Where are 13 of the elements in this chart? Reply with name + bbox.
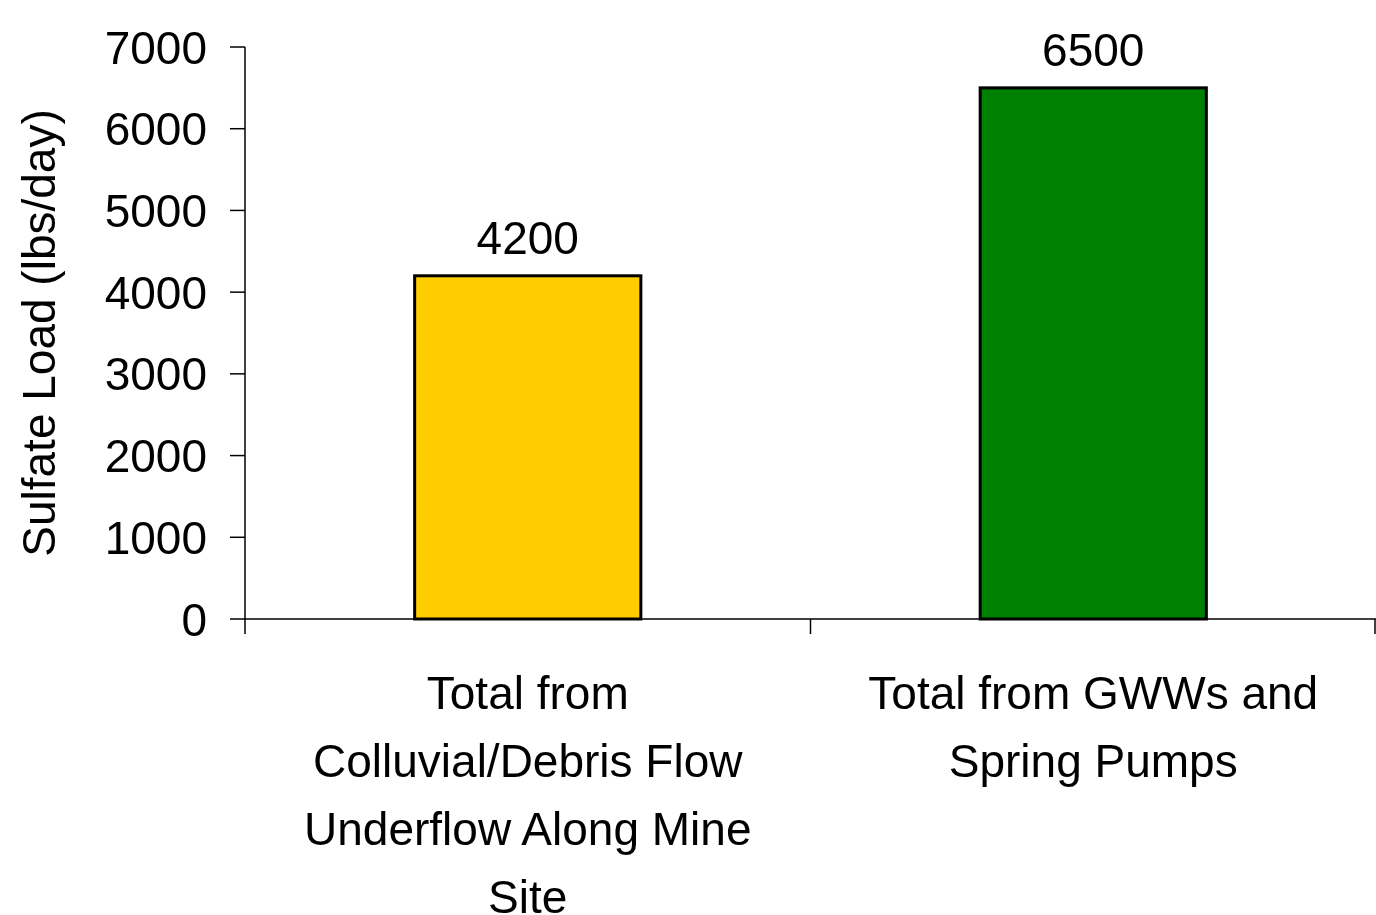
y-tick-label: 5000 bbox=[104, 184, 207, 237]
data-label: 4200 bbox=[476, 211, 579, 264]
y-tick-label: 0 bbox=[181, 593, 207, 646]
y-tick-label: 2000 bbox=[104, 430, 207, 483]
y-tick-label: 4000 bbox=[104, 266, 207, 319]
x-tick-label: Total from GWWs and Spring Pumps bbox=[868, 667, 1319, 787]
x-tick-label: Total from Colluvial/Debris Flow Underflow Along Mine Site bbox=[304, 667, 752, 915]
data-label: 6500 bbox=[1042, 23, 1145, 76]
y-axis-title: Sulfate Load (lbs/day) bbox=[13, 109, 65, 557]
y-tick-label: 7000 bbox=[104, 21, 207, 74]
y-tick-label: 1000 bbox=[104, 511, 207, 564]
y-tick-label: 3000 bbox=[104, 348, 207, 401]
y-tick-label: 6000 bbox=[104, 103, 207, 156]
